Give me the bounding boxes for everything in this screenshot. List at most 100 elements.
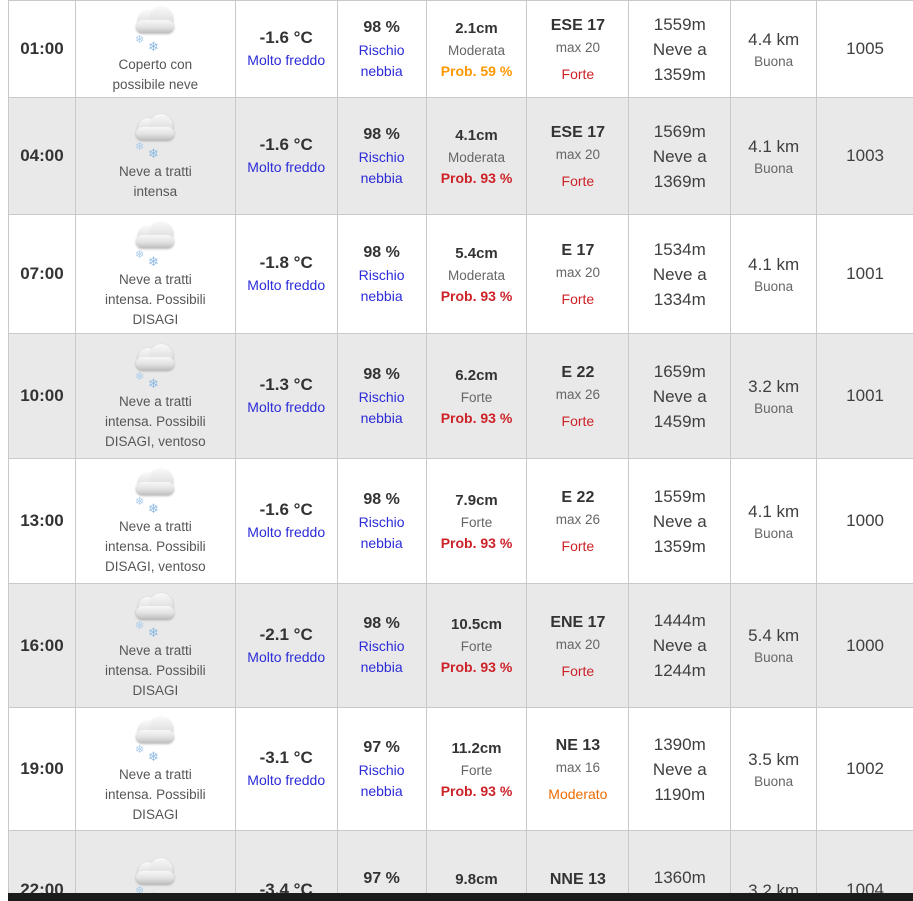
wind-cell: NE 13 max 16 Moderato [527, 708, 630, 830]
svg-text:❄: ❄ [135, 744, 144, 756]
snow-cloud-icon: ❄ ❄ [127, 590, 183, 640]
table-row: 13:00 ❄ ❄ Neve a tratti intensa. Possibil… [9, 459, 913, 584]
svg-text:❄: ❄ [148, 625, 159, 640]
humidity-value: 97 % [363, 870, 400, 887]
wind-cell: NNE 13 max 16 [527, 831, 630, 901]
wind-max: max 20 [555, 265, 601, 280]
time-label: 07:00 [20, 264, 64, 283]
time-label: 04:00 [20, 146, 64, 165]
pressure-cell: 1004 [817, 831, 913, 901]
svg-text:❄: ❄ [135, 620, 144, 632]
altitude-cell: 1659m Neve a 1459m [629, 334, 732, 458]
table-row: 16:00 ❄ ❄ Neve a tratti intensa. Possibil… [9, 584, 913, 708]
wind-max: max 20 [555, 636, 601, 652]
precipitation-cell: 10.5cm Forte Prob. 93 % [427, 584, 528, 707]
table-row: 04:00 ❄ ❄ Neve a tratti intensa -1.6 °C M… [9, 98, 913, 215]
svg-text:❄: ❄ [135, 496, 144, 508]
weather-cell: ❄ ❄ Neve a tratti intensa. Possibili DISAG… [76, 334, 236, 458]
pressure-value: 1002 [846, 759, 884, 778]
wind-value: E 22 [561, 489, 595, 506]
precipitation-cell: 6.2cm Forte Prob. 93 % [427, 334, 528, 458]
visibility-value: 4.1 km [748, 254, 800, 274]
pressure-cell: 1001 [817, 334, 913, 458]
humidity-cell: 98 % Rischio nebbia [338, 459, 427, 583]
visibility-cell: 3.2 km Buona [731, 334, 818, 458]
wind-value: ENE 17 [550, 613, 606, 631]
temperature-cell: -2.1 °C Molto freddo [236, 584, 338, 707]
wind-value: ESE 17 [550, 124, 606, 141]
time-label: 16:00 [20, 635, 64, 655]
wind-max: max 26 [555, 387, 601, 402]
temperature-value: -3.1 °C [259, 748, 313, 767]
bottom-dark-bar [8, 893, 913, 901]
humidity-value: 98 % [363, 18, 400, 36]
time-cell: 04:00 [9, 98, 76, 214]
wind-strength-note: Forte [561, 66, 595, 82]
altitude-cell: 1360mNeve a [629, 831, 732, 901]
wind-cell: ESE 17 max 20 Forte [527, 98, 630, 214]
visibility-value: 4.1 km [748, 136, 800, 156]
weather-cell: ❄ ❄ Neve a tratti intensa. Possibili DISAG… [76, 584, 236, 707]
precipitation-probability: Prob. 93 % [440, 409, 513, 426]
altitude-cell: 1444m Neve a 1244m [629, 584, 732, 707]
weather-cell: ❄ ❄ Neve a tratti intensa. Possibili DISAG… [76, 459, 236, 583]
altitude-cell: 1569m Neve a 1369m [629, 98, 732, 214]
temperature-note: Molto freddo [247, 648, 326, 665]
humidity-note: Rischio nebbia [358, 388, 405, 426]
temperature-value: -1.8 °C [259, 253, 313, 272]
humidity-cell: 98 % Rischio nebbia [338, 584, 427, 707]
weather-description: Neve a tratti intensa. Possibili DISAGI [105, 643, 206, 698]
wind-max: max 16 [555, 760, 601, 775]
time-cell: 19:00 [9, 708, 76, 830]
table-row: 10:00 ❄ ❄ Neve a tratti intensa. Possibil… [9, 334, 913, 459]
time-cell: 16:00 [9, 584, 76, 707]
precipitation-value: 6.2cm [455, 366, 498, 384]
humidity-cell: 97 % Rischio nebbia [338, 708, 427, 830]
wind-strength-note: Forte [561, 291, 595, 307]
visibility-value: 3.5 km [748, 749, 800, 769]
humidity-note: Rischio nebbia [358, 761, 405, 799]
humidity-cell: 98 % Rischio nebbia [338, 1, 427, 97]
humidity-cell: 98 % Rischio nebbia [338, 334, 427, 458]
precipitation-intensity: Forte [460, 762, 493, 778]
precipitation-cell: 7.9cm Forte Prob. 93 % [427, 459, 528, 583]
wind-value: E 17 [561, 242, 595, 259]
precipitation-value: 2.1cm [455, 19, 498, 37]
pressure-value: 1001 [846, 386, 884, 405]
weather-cell: ❄ ❄ Coperto con possibile neve [76, 1, 236, 97]
visibility-value: 4.1 km [748, 501, 800, 521]
visibility-note: Buona [754, 773, 794, 789]
weather-description: Coperto con possibile neve [112, 56, 199, 92]
table-row: 07:00 ❄ ❄ Neve a tratti intensa. Possibil… [9, 215, 913, 334]
precipitation-value: 11.2cm [451, 739, 502, 757]
svg-text:❄: ❄ [148, 146, 159, 161]
temperature-value: -1.3 °C [259, 375, 313, 394]
altitude-cell: 1390m Neve a 1190m [629, 708, 732, 830]
time-cell: 10:00 [9, 334, 76, 458]
humidity-value: 98 % [363, 243, 400, 261]
precipitation-cell: 9.8cm Forte [427, 831, 528, 901]
visibility-note: Buona [754, 53, 794, 69]
weather-cell: ❄ ❄ Neve a tratti intensa. Possibili DISAG… [76, 708, 236, 830]
snow-altitude: 1659m Neve a 1459m [652, 361, 707, 431]
humidity-note: Rischio nebbia [358, 638, 405, 675]
precipitation-value: 7.9cm [455, 491, 498, 509]
humidity-cell: 97 % Rischio [338, 831, 427, 901]
wind-cell: E 22 max 26 Forte [527, 334, 630, 458]
svg-text:❄: ❄ [135, 885, 144, 897]
visibility-cell: 3.5 km Buona [731, 708, 818, 830]
table-row: 19:00 ❄ ❄ Neve a tratti intensa. Possibil… [9, 708, 913, 831]
weather-cell: ❄ ❄ Neve a tratti intensa. Possibili DISAG… [76, 215, 236, 333]
temperature-cell: -1.6 °C Molto freddo [236, 1, 338, 97]
visibility-note: Buona [754, 400, 794, 416]
precipitation-cell: 4.1cm Moderata Prob. 93 % [427, 98, 528, 214]
pressure-cell: 1000 [817, 459, 913, 583]
precipitation-probability: Prob. 93 % [440, 659, 513, 675]
visibility-cell: 4.4 km Buona [731, 1, 818, 97]
precipitation-probability: Prob. 93 % [440, 287, 513, 304]
temperature-note: Molto freddo [247, 277, 326, 293]
pressure-cell: 1003 [817, 98, 913, 214]
visibility-value: 5.4 km [748, 626, 800, 645]
precipitation-intensity: Forte [460, 514, 493, 530]
time-label: 13:00 [20, 511, 64, 530]
